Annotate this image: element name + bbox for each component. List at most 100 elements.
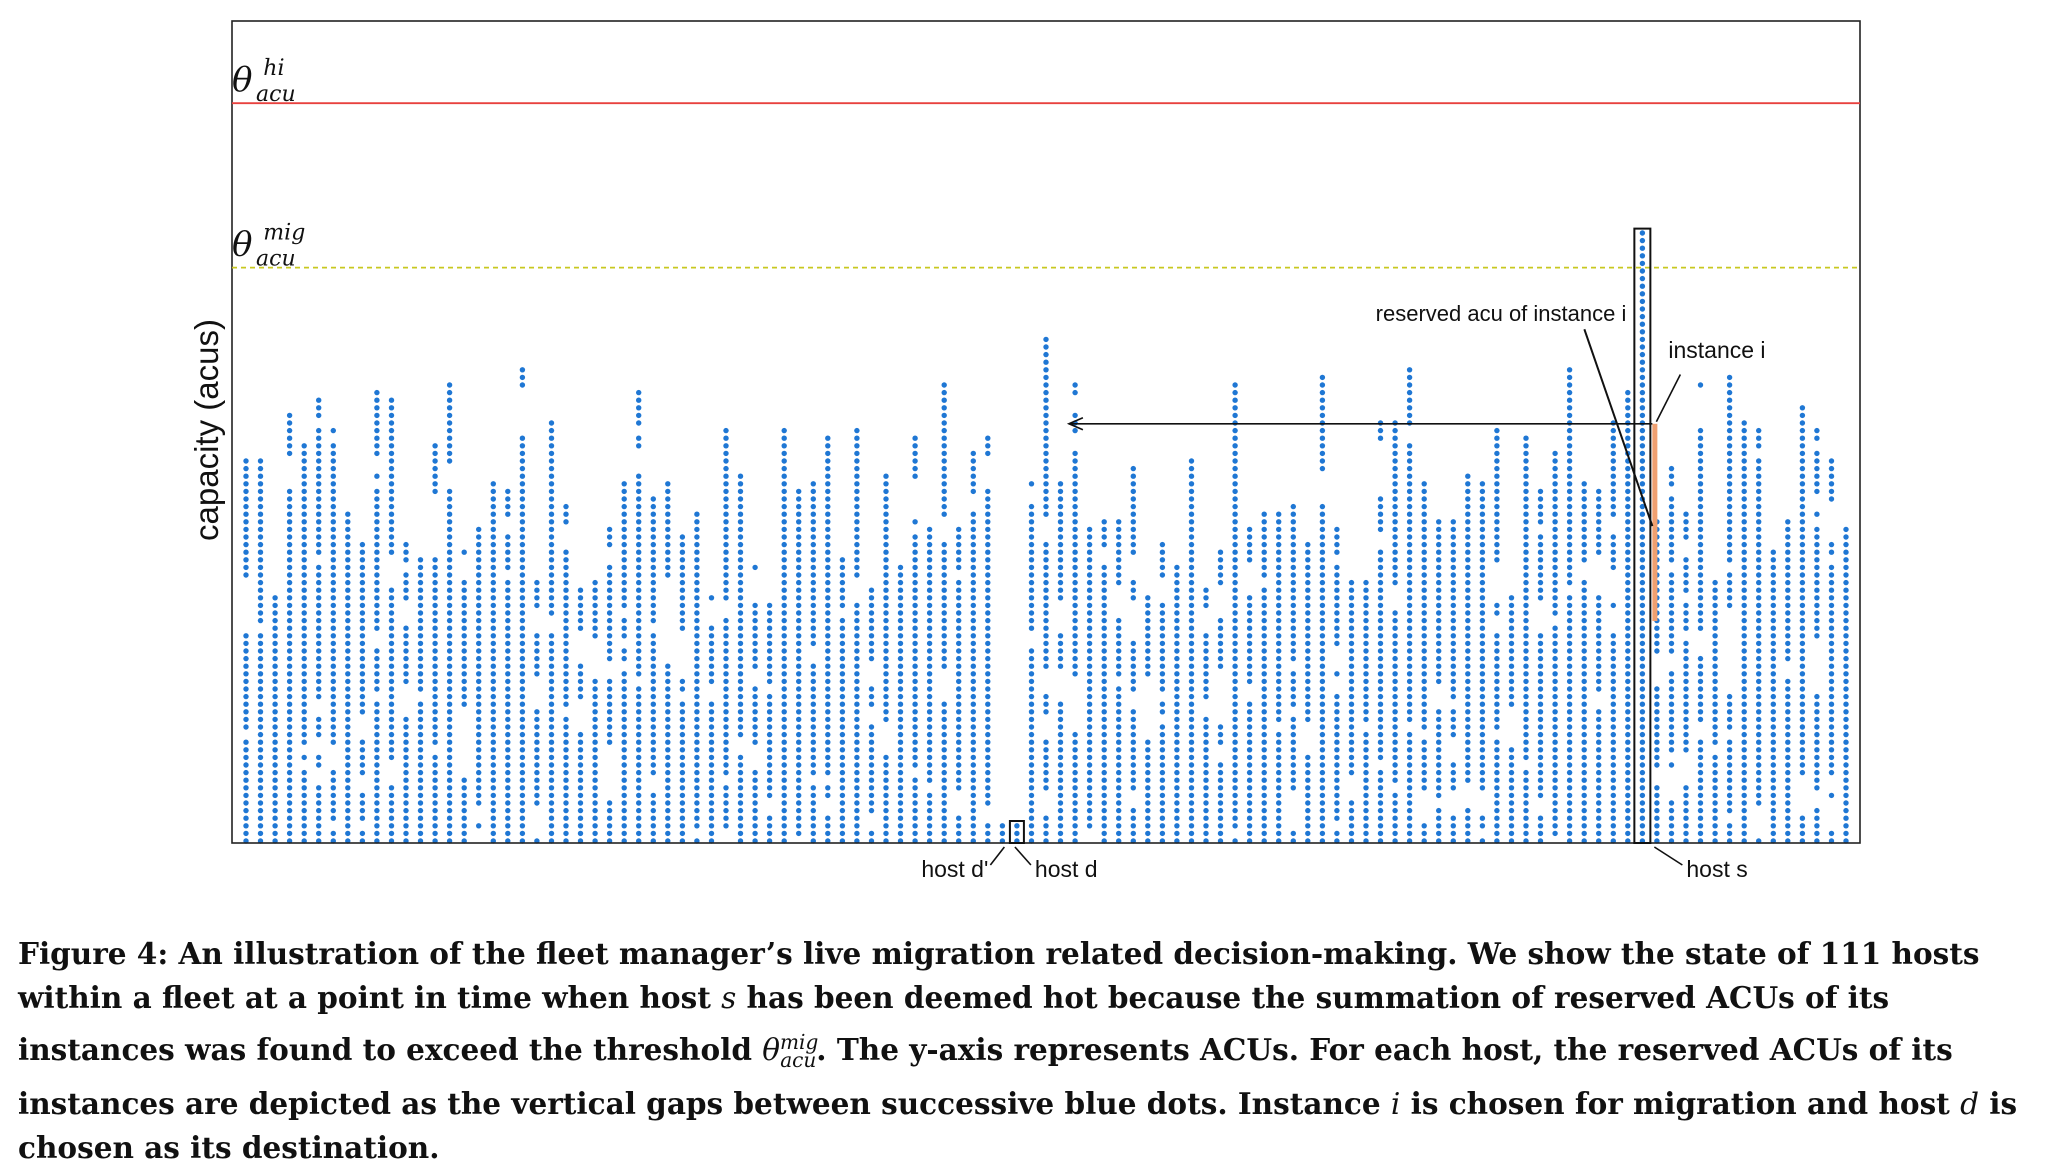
host-dot	[1436, 785, 1442, 791]
host-dot	[1639, 625, 1646, 631]
host-dot	[257, 785, 264, 791]
host-dot	[1101, 541, 1107, 548]
host-dot	[1726, 785, 1733, 791]
host-dot	[970, 792, 976, 799]
host-dot	[926, 564, 933, 571]
host-dot	[1188, 754, 1195, 761]
host-dot	[1726, 800, 1733, 806]
host-dot	[417, 731, 424, 738]
host-dot	[505, 541, 511, 548]
host-dot	[1319, 663, 1326, 669]
host-dot	[316, 503, 322, 510]
host-dot	[548, 526, 555, 533]
host-dot	[577, 739, 584, 745]
host-dot	[1188, 724, 1195, 730]
host-dot	[621, 587, 627, 593]
host-dot	[1596, 830, 1602, 837]
host-dot	[476, 823, 482, 829]
host-dot	[1276, 693, 1282, 700]
host-dot	[956, 686, 962, 692]
host-dot	[854, 769, 860, 776]
host-dot	[1683, 678, 1689, 685]
host-dot	[1392, 739, 1398, 745]
host-dot	[1785, 549, 1791, 555]
host-dot	[1232, 435, 1238, 441]
host-dot	[1552, 830, 1558, 837]
host-dot	[1174, 587, 1180, 593]
host-dot	[1566, 701, 1573, 707]
host-dot	[985, 617, 991, 624]
host-dot	[1392, 663, 1398, 669]
host-dot	[606, 709, 613, 715]
host-dot	[737, 807, 744, 814]
host-dot	[1406, 633, 1413, 639]
host-dot	[1072, 617, 1078, 624]
host-dot	[941, 769, 947, 776]
host-dot	[679, 625, 686, 631]
host-dot	[825, 519, 831, 525]
host-dot	[359, 762, 366, 768]
host-dot	[636, 648, 642, 654]
host-dot	[1363, 777, 1369, 783]
host-dot	[1217, 731, 1224, 738]
host-dot	[679, 815, 686, 821]
host-dot	[1319, 830, 1326, 837]
host-dot	[548, 420, 555, 426]
host-dot	[1799, 541, 1806, 548]
host-dot	[272, 785, 278, 791]
host-dot	[1697, 473, 1704, 479]
host-dot	[243, 686, 249, 692]
host-dot	[737, 792, 744, 799]
host-dot	[1261, 754, 1267, 761]
host-dot	[1697, 481, 1704, 487]
host-dot	[592, 686, 598, 692]
host-dot	[694, 686, 700, 692]
host-dot	[1726, 389, 1733, 396]
host-dot	[1697, 496, 1704, 502]
host-dot	[1392, 693, 1398, 700]
host-dot	[1843, 709, 1849, 715]
host-dot	[1276, 572, 1282, 578]
host-dot	[1625, 739, 1631, 745]
host-dot	[1174, 777, 1180, 783]
host-dot	[1843, 693, 1849, 700]
host-dot	[345, 678, 351, 685]
host-dot	[1683, 709, 1689, 715]
host-dot	[1406, 579, 1413, 586]
host-dot	[1028, 587, 1035, 593]
host-dot	[345, 541, 351, 548]
host-dot	[374, 549, 380, 555]
theta-hi-label: θ hi acu	[232, 44, 296, 107]
host-dot	[1814, 602, 1820, 609]
host-dot	[316, 648, 322, 654]
host-dot	[752, 731, 758, 738]
host-dot	[606, 526, 613, 533]
host-dot	[577, 663, 584, 669]
host-dot	[243, 549, 249, 555]
host-dot	[1756, 785, 1762, 791]
host-dot	[374, 648, 380, 654]
host-dot	[985, 519, 991, 525]
host-dot	[519, 496, 526, 502]
host-dot	[1072, 458, 1078, 464]
host-dot	[1450, 549, 1457, 555]
host-dot	[316, 655, 322, 662]
host-dot	[1276, 579, 1282, 586]
host-dot	[1596, 617, 1602, 624]
host-dot	[1276, 557, 1282, 563]
host-dot	[1552, 526, 1558, 533]
host-dot	[1625, 785, 1631, 791]
host-dot	[476, 633, 482, 639]
host-dot	[505, 648, 511, 654]
host-dot	[1174, 633, 1180, 639]
host-dot	[1566, 374, 1573, 381]
host-dot	[345, 526, 351, 533]
host-dot	[330, 595, 336, 601]
host-dot	[766, 709, 773, 715]
host-dot	[941, 830, 947, 837]
host-dot	[1188, 747, 1195, 753]
host-dot	[1552, 785, 1558, 791]
host-dot	[432, 724, 438, 730]
host-dot	[1625, 815, 1631, 821]
host-dot	[1552, 496, 1558, 502]
